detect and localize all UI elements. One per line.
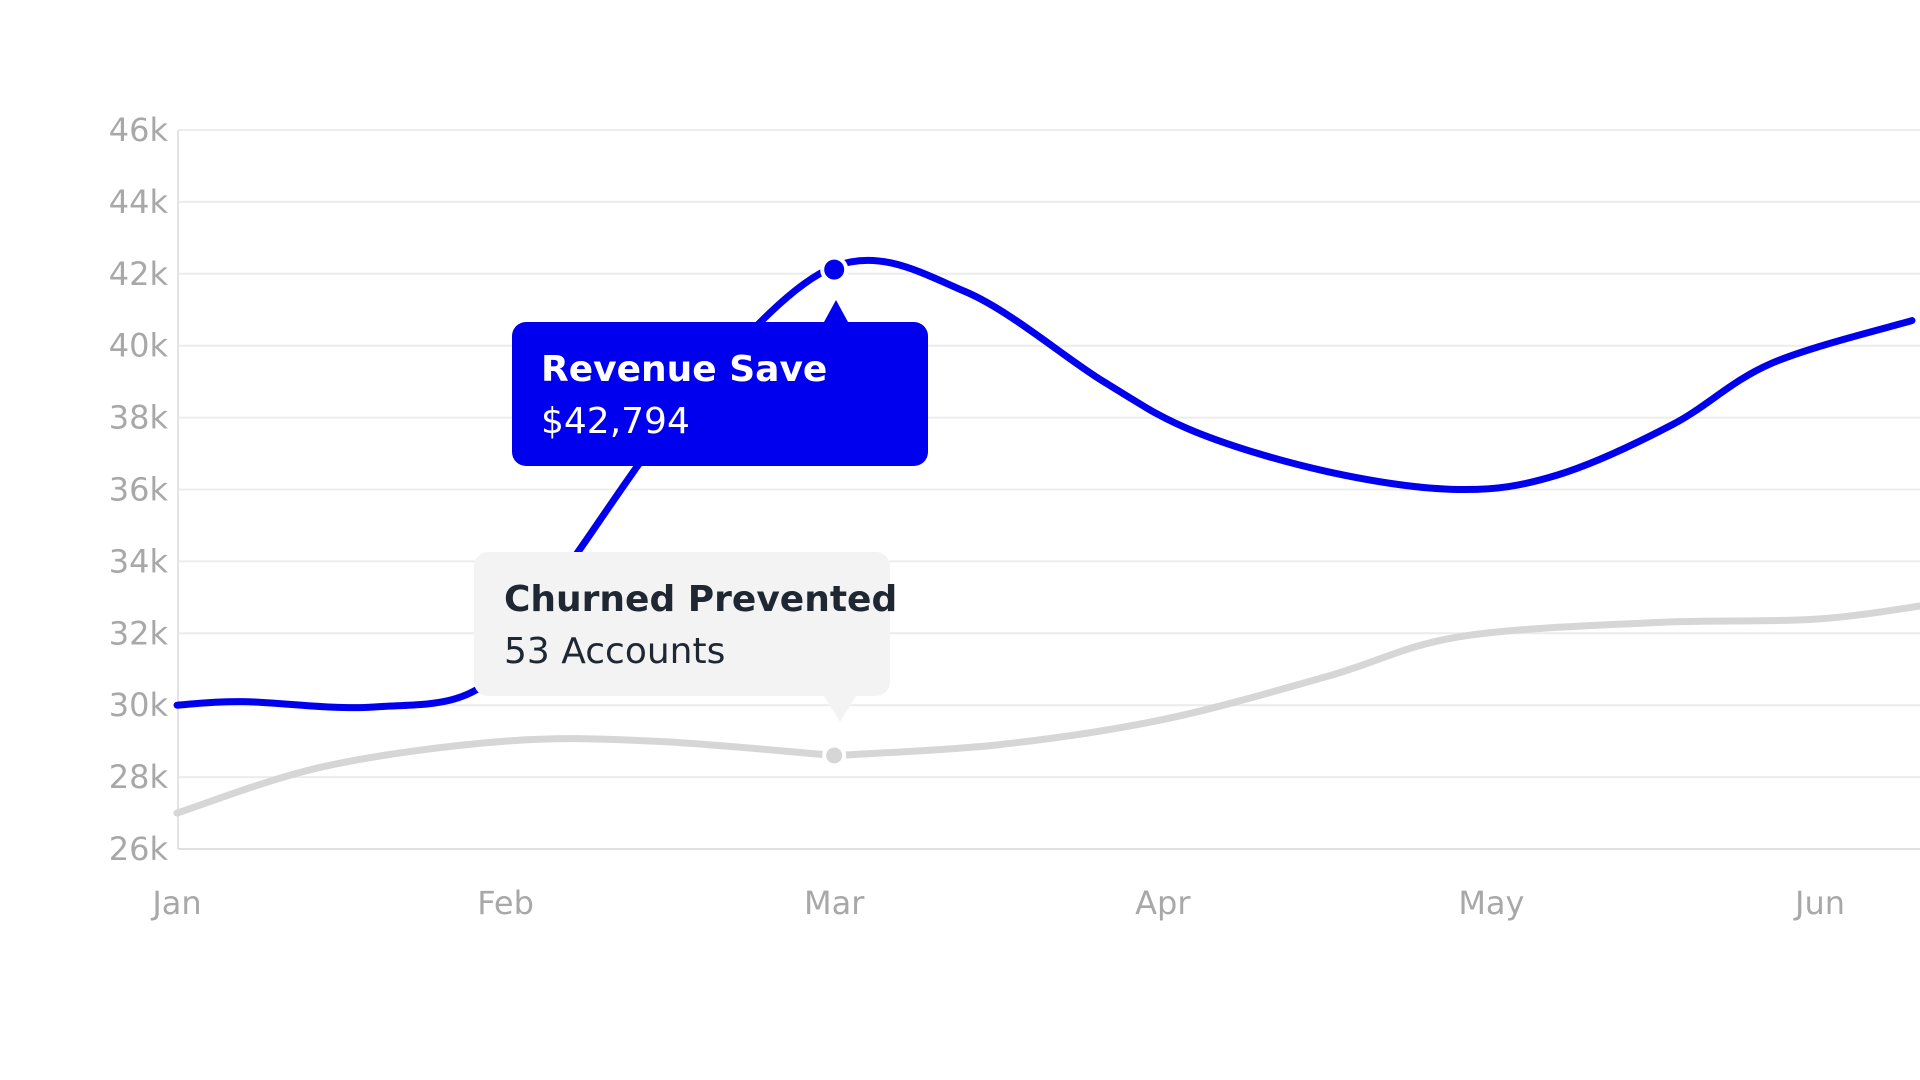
y-tick-label: 30k <box>109 686 169 724</box>
revenue-save-line <box>173 256 1916 712</box>
y-tick-label: 44k <box>109 183 169 221</box>
churned-prevented-line <box>173 602 1920 817</box>
x-axis-labels: Jan Feb Mar Apr May Jun <box>150 884 1845 922</box>
tooltip-churn-value: 53 Accounts <box>504 631 726 672</box>
x-tick-label: Feb <box>477 884 534 922</box>
gridlines <box>178 129 1920 850</box>
tooltip-revenue-value: $42,794 <box>541 401 690 442</box>
y-tick-label: 36k <box>109 471 169 509</box>
y-tick-label: 42k <box>109 255 169 293</box>
x-tick-label: May <box>1458 884 1524 922</box>
churned-prevented-marker <box>822 743 847 768</box>
x-tick-label: Jan <box>150 884 201 922</box>
x-tick-label: Mar <box>804 884 865 922</box>
tooltip-churn-title: Churned Prevented <box>504 579 898 620</box>
y-axis-labels: 26k 28k 30k 32k 34k 36k 38k 40k 42k 44k 46k <box>109 111 169 868</box>
y-tick-label: 32k <box>109 614 169 652</box>
axes <box>177 130 1920 850</box>
y-tick-label: 34k <box>109 542 169 580</box>
tooltip-revenue-title: Revenue Save <box>541 349 828 390</box>
y-tick-label: 40k <box>109 327 169 365</box>
y-tick-label: 38k <box>109 399 169 437</box>
y-tick-label: 28k <box>109 758 169 796</box>
series-layer <box>173 256 1920 817</box>
y-tick-label: 46k <box>109 111 169 149</box>
x-tick-label: Apr <box>1135 884 1191 922</box>
tooltip-churned-prevented: Churned Prevented 53 Accounts <box>474 552 898 722</box>
revenue-save-marker <box>820 255 849 284</box>
x-tick-label: Jun <box>1793 884 1845 922</box>
tooltip-revenue-save: Revenue Save $42,794 <box>512 300 928 466</box>
y-tick-label: 26k <box>109 830 169 868</box>
hover-markers <box>820 255 849 768</box>
